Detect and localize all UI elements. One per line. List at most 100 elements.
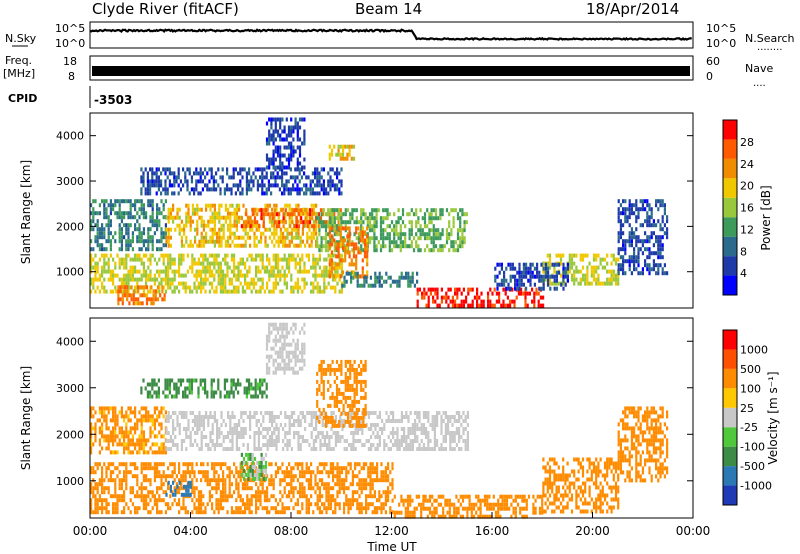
scatter-cell-2	[313, 224, 316, 229]
scatter-cell-4	[310, 289, 313, 294]
scatter-cell-14	[626, 207, 629, 212]
scatter-cell-0	[98, 247, 101, 252]
scatter-cell-0	[116, 199, 119, 204]
scatter-cell-13	[516, 278, 519, 283]
scatter-cell-1	[218, 215, 221, 220]
scatter-cell-1	[411, 447, 414, 451]
scatter-cell-1	[462, 411, 465, 415]
scatter-cell-1	[367, 415, 370, 419]
scatter-cell-5	[137, 301, 140, 306]
scatter-cell-3	[430, 208, 433, 213]
scatter-cell-2	[178, 490, 181, 495]
scatter-cell-5	[150, 285, 153, 290]
scatter-cell-1	[242, 419, 245, 423]
scatter-cell-1	[211, 235, 214, 240]
scatter-cell-4	[184, 285, 187, 290]
scatter-cell-0	[123, 446, 126, 451]
scatter-cell-3	[415, 224, 418, 229]
scatter-cell-0	[101, 231, 104, 236]
scatter-cell-1	[189, 443, 192, 447]
scatter-cell-1	[194, 439, 197, 443]
scatter-cell-2	[107, 486, 110, 491]
scatter-cell-4	[92, 281, 95, 286]
scatter-cell-1	[304, 243, 307, 248]
scatter-cell-4	[340, 261, 343, 266]
scatter-cell-3	[346, 208, 350, 213]
scatter-cell-2	[208, 490, 211, 495]
scatter-cell-1	[284, 235, 287, 240]
scatter-cell-3	[397, 244, 400, 249]
scatter-cell-13	[518, 286, 521, 291]
scatter-cell-1	[328, 439, 331, 443]
scatter-cell-0	[149, 235, 152, 240]
scatter-cell-9	[316, 171, 319, 176]
scatter-cell-3	[417, 220, 420, 225]
scatter-cell-3	[410, 220, 413, 225]
scatter-cell-6	[366, 234, 369, 239]
scatter-cell-0	[127, 247, 130, 252]
scatter-cell-6	[330, 262, 334, 267]
scatter-cell-9	[234, 191, 237, 196]
scatter-cell-4	[255, 281, 258, 286]
scatter-cell-12	[579, 269, 582, 274]
scatter-cell-9	[197, 171, 200, 176]
scatter-cell-1	[407, 419, 410, 423]
scatter-cell-1	[257, 227, 260, 232]
scatter-cell-1	[187, 435, 190, 439]
scatter-cell-1	[455, 419, 458, 423]
scatter-cell-14	[644, 207, 647, 212]
scatter-cell-2	[206, 470, 209, 475]
scatter-cell-0	[125, 227, 128, 232]
scatter-cell-4	[272, 281, 275, 286]
scatter-cell-1	[165, 415, 168, 419]
scatter-cell-2	[235, 498, 238, 503]
scatter-cell-8	[498, 299, 501, 304]
scatter-cell-1	[433, 447, 436, 451]
scatter-cell-4	[103, 289, 106, 294]
scatter-cell-1	[200, 435, 203, 439]
scatter-cell-12	[581, 273, 585, 278]
scatter-cell-7	[378, 275, 381, 280]
scatter-cell-9	[340, 179, 343, 184]
scatter-cell-2	[204, 510, 207, 515]
scatter-cell-14	[666, 271, 669, 276]
scatter-cell-7	[400, 275, 403, 280]
scatter-cell-9	[263, 183, 266, 188]
scatter-cell-9	[248, 187, 251, 192]
scatter-cell-4	[153, 257, 156, 262]
scatter-cell-1	[169, 211, 172, 216]
scatter-cell-14	[630, 211, 633, 216]
scatter-cell-3	[364, 212, 367, 217]
scatter-cell-0	[153, 426, 156, 431]
scatter-cell-12	[573, 281, 576, 286]
scatter-cell-9	[298, 167, 301, 172]
scatter-cell-9	[206, 171, 209, 176]
scatter-cell-2	[118, 478, 121, 483]
scatter-cell-9	[338, 191, 341, 196]
scatter-cell-2	[134, 506, 137, 511]
scatter-cell-2	[136, 466, 139, 471]
scatter-cell-13	[555, 270, 558, 275]
scatter-cell-0	[158, 219, 161, 224]
scatter-cell-0	[107, 231, 110, 236]
scatter-cell-3	[432, 232, 435, 237]
scatter-cell-0	[160, 211, 163, 216]
scatter-cell-1	[185, 411, 188, 415]
scatter-cell-1	[273, 203, 276, 208]
scatter-cell-8	[524, 295, 527, 300]
scatter-cell-2	[280, 208, 283, 213]
scatter-cell-1	[172, 207, 175, 212]
scatter-cell-0	[118, 247, 121, 252]
scatter-cell-2	[250, 502, 253, 507]
scatter-cell-1	[350, 447, 353, 451]
colorbar-tick-5: 8	[740, 245, 747, 258]
scatter-cell-4	[147, 257, 150, 262]
scatter-cell-3	[373, 224, 376, 229]
scatter-cell-3	[318, 248, 321, 253]
scatter-cell-0	[114, 211, 117, 216]
scatter-cell-1	[288, 215, 291, 220]
scatter-cell-1	[231, 439, 234, 443]
scatter-cell-10	[283, 129, 286, 134]
scatter-cell-1	[418, 443, 421, 447]
scatter-cell-1	[284, 215, 287, 220]
